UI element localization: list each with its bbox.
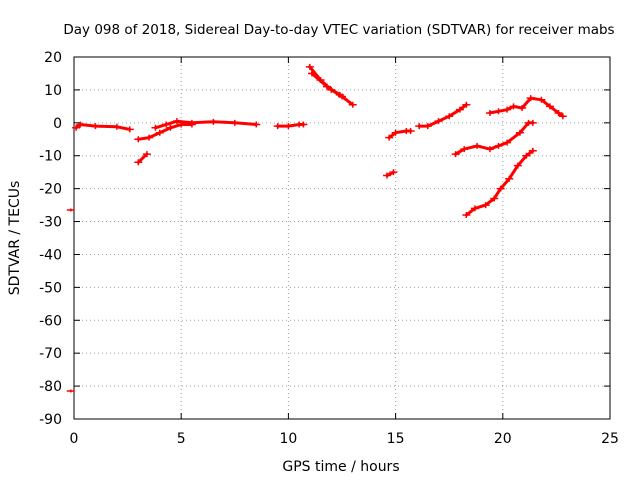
data-layer [66,63,567,393]
data-point [112,123,121,130]
data-arc [488,96,565,118]
data-point [485,109,494,116]
data-point [91,123,100,130]
data-point [515,129,524,136]
data-point [462,211,471,218]
y-tick-label: 0 [53,116,62,132]
y-tick-label: -80 [39,379,62,395]
data-point [513,162,522,169]
data-point [503,139,512,146]
data-point [391,129,400,136]
data-point [423,123,432,130]
data-point [172,118,181,125]
data-point [305,63,314,70]
data-point [522,152,531,159]
data-point [558,113,567,120]
data-point [151,124,160,131]
data-point [462,101,471,108]
y-tick-label: -40 [39,247,62,263]
data-point [490,195,499,202]
data-point [460,146,469,153]
data-point [145,134,154,141]
data-point [406,128,415,135]
y-tick-label: -20 [39,182,62,198]
y-tick-label: -70 [39,346,62,362]
data-point [455,106,464,113]
data-point [470,205,479,212]
data-point [134,159,143,166]
data-point [322,83,331,90]
x-tick-label: 5 [177,431,186,447]
data-point [383,172,392,179]
data-point [545,103,554,110]
x-axis-label: GPS time / hours [282,459,399,475]
data-point [187,119,196,126]
data-point [209,118,218,125]
data-point [76,121,85,128]
data-point [307,70,316,77]
data-point [518,105,527,112]
data-point [142,151,151,158]
y-tick-label: 20 [44,50,62,66]
data-point [537,96,546,103]
data-point [335,91,344,98]
data-point [385,134,394,141]
data-point [434,118,443,125]
data-point [494,108,503,115]
x-tick-label: 15 [387,431,405,447]
y-tick-label: -60 [39,313,62,329]
x-tick-label: 25 [601,431,619,447]
data-point [451,151,460,158]
data-point [473,142,482,149]
data-point [481,202,490,209]
x-tick-label: 0 [70,431,79,447]
y-tick-label: -30 [39,215,62,231]
plot-frame [73,56,611,420]
y-tick-label: -10 [39,149,62,165]
data-point [162,121,171,128]
y-tick-label: -90 [39,412,62,428]
x-tick-label: 10 [279,431,297,447]
data-point [389,169,398,176]
y-tick-label: -50 [39,280,62,296]
data-point [505,175,514,182]
data-point [252,121,261,128]
data-point [273,123,282,130]
chart-title: Day 098 of 2018, Sidereal Day-to-day VTE… [63,22,614,38]
data-point [299,121,308,128]
data-point [496,185,505,192]
data-point [503,106,512,113]
data-point [445,113,454,120]
grid-layer [74,57,610,419]
data-point [528,147,537,154]
data-point [66,208,75,212]
data-point [230,119,239,126]
data-point [72,124,81,131]
data-point [509,103,518,110]
y-axis-label: SDTVAR / TECUs [7,181,23,296]
data-point [125,126,134,133]
data-point [284,123,293,130]
data-point [485,146,494,153]
data-arc [136,152,149,164]
x-tick-label: 20 [494,431,512,447]
data-point [554,109,563,116]
data-point [526,95,535,102]
data-point [166,124,175,131]
data-point [528,119,537,126]
y-tick-label: 10 [44,83,62,99]
data-point [134,136,143,143]
data-point [155,129,164,136]
data-point [415,123,424,130]
data-point [66,389,75,393]
data-point [348,101,357,108]
data-point [494,142,503,149]
tick-layer: 0 5 10 15 20 25 20 10 0 -10 -20 -30 -40 -50 -60 -70 -80 -… [39,50,619,447]
